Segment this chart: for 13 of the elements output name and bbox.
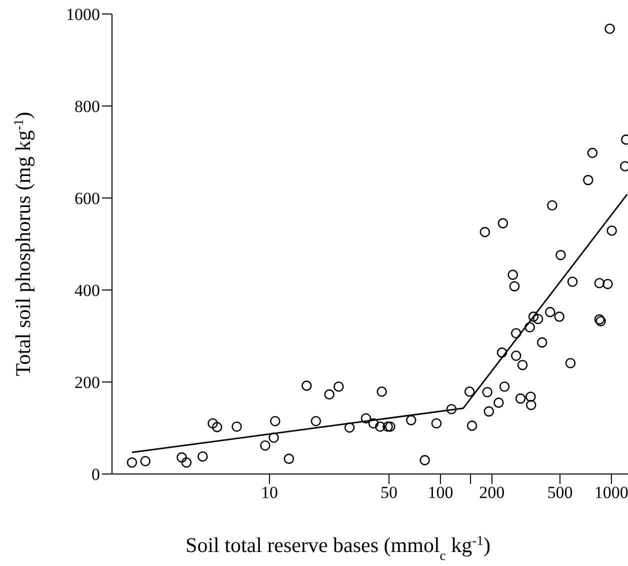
y-tick-label: 400: [74, 281, 100, 300]
x-tick-label: 10: [260, 483, 278, 502]
y-tick-label: 600: [74, 189, 100, 208]
x-tick-label: 500: [547, 483, 573, 502]
y-tick-label: 1000: [66, 5, 100, 24]
x-axis-title: Soil total reserve bases (mmol$_{c}$ kg$^{-1}$): [186, 532, 490, 562]
x-tick-label: 50: [380, 483, 398, 502]
x-tick-label: 100: [428, 483, 454, 502]
y-tick-label: 0: [92, 465, 100, 484]
y-tick-label: 800: [74, 97, 100, 116]
y-tick-label: 200: [74, 373, 100, 392]
x-tick-label: 200: [479, 483, 505, 502]
x-tick-label: 1000: [594, 483, 628, 502]
